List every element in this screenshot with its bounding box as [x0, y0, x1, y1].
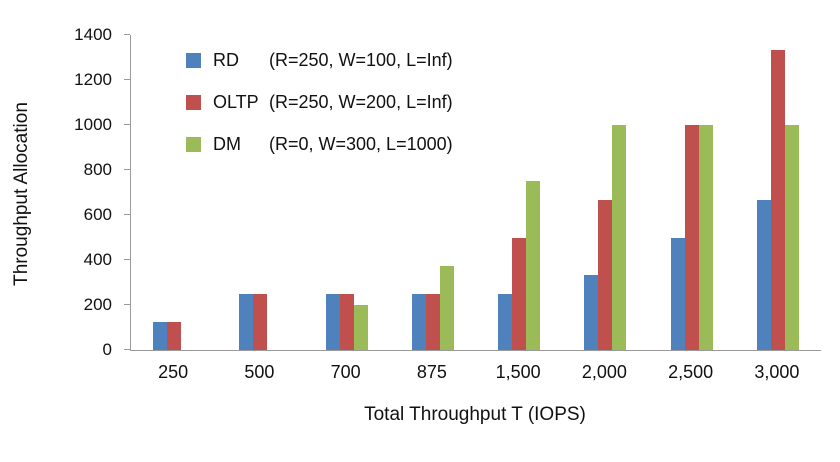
legend-swatch [186, 136, 201, 152]
bar-groups [131, 35, 821, 350]
x-tick-label: 3,000 [754, 362, 800, 382]
legend-series-name: RD [213, 49, 239, 70]
y-tick-mark [124, 79, 130, 80]
bar-OLTP [425, 293, 440, 350]
x-tick-label: 1,500 [495, 362, 541, 382]
bar-DM [526, 181, 541, 350]
legend-series-params: (R=0, W=300, L=1000) [269, 133, 453, 154]
legend-item: DM (R=0, W=300, L=1000) [186, 131, 453, 157]
bar-DM [439, 265, 454, 350]
plot-area: RD (R=250, W=100, L=Inf) OLTP (R=250, W=200… [124, 34, 821, 351]
y-tick-label: 800 [83, 160, 112, 179]
bar-RD [498, 293, 513, 350]
x-tick-label: 500 [244, 362, 275, 382]
bar-OLTP [684, 125, 699, 350]
bar-RD [325, 293, 340, 350]
y-tick-mark [124, 124, 130, 125]
bar-RD [756, 199, 771, 350]
bar-RD [153, 321, 168, 350]
legend-item: OLTP (R=250, W=200, L=Inf) [186, 89, 453, 115]
legend-swatch [186, 94, 201, 110]
bar-DM [784, 125, 799, 350]
bar-OLTP [598, 199, 613, 350]
legend-swatch [186, 52, 201, 68]
y-tick-label: 1000 [74, 115, 112, 134]
bar-group [304, 35, 390, 350]
y-tick-mark [124, 169, 130, 170]
x-tick-label: 2,000 [581, 362, 627, 382]
bar-group [649, 35, 735, 350]
bar-OLTP [512, 237, 527, 350]
x-axis-title: Total Throughput T (IOPS) [364, 404, 586, 425]
bar-OLTP [167, 321, 182, 350]
bar-DM [612, 125, 627, 350]
x-tick-label: 2,500 [668, 362, 714, 382]
x-tick-label: 700 [330, 362, 361, 382]
bar-DM [353, 305, 368, 350]
bar-RD [670, 237, 685, 350]
bar-group [390, 35, 476, 350]
legend-series-params: (R=250, W=200, L=Inf) [269, 91, 453, 112]
y-tick-label: 200 [83, 295, 112, 314]
y-axis-title: Throughput Allocation [11, 102, 32, 286]
y-tick-mark [124, 304, 130, 305]
y-tick-mark [124, 349, 130, 350]
x-tick-label: 875 [416, 362, 447, 382]
y-axis-ticks: 0 200 400 600 800 1000 1200 1400 [52, 25, 120, 359]
bar-group [476, 35, 562, 350]
y-tick-label: 400 [83, 250, 112, 269]
legend-series-params: (R=250, W=100, L=Inf) [269, 49, 453, 70]
bar-OLTP [770, 50, 785, 350]
y-tick-label: 1200 [74, 70, 112, 89]
bar-RD [239, 293, 254, 350]
x-tick-label: 250 [158, 362, 189, 382]
bar-group [562, 35, 648, 350]
y-tick-label: 600 [83, 205, 112, 224]
bar-group [131, 35, 217, 350]
legend: RD (R=250, W=100, L=Inf) OLTP (R=250, W=200… [186, 47, 453, 173]
y-tick-mark [124, 34, 130, 35]
bar-RD [411, 293, 426, 350]
legend-series-name: OLTP [213, 91, 259, 112]
bar-DM [698, 125, 713, 350]
bar-OLTP [339, 293, 354, 350]
x-axis-ticks: 250 500 700 875 1,500 2,000 2,500 3,000 [130, 362, 820, 383]
y-tick-mark [124, 214, 130, 215]
bar-group [217, 35, 303, 350]
bar-OLTP [253, 293, 268, 350]
y-tick-label: 0 [102, 340, 112, 359]
bar-group [735, 35, 821, 350]
y-tick-mark [124, 259, 130, 260]
legend-item: RD (R=250, W=100, L=Inf) [186, 47, 453, 73]
y-tick-label: 1400 [74, 25, 112, 44]
bar-RD [584, 275, 599, 350]
legend-series-name: DM [213, 133, 241, 154]
